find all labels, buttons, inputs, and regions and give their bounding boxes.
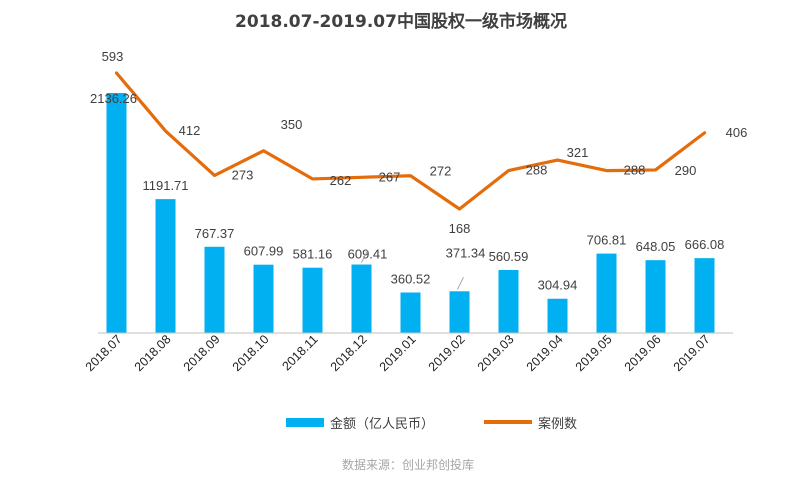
legend-bar-label: 金额（亿人民币）	[330, 416, 434, 432]
x-tick-2019.01: 2019.01	[377, 332, 419, 374]
x-tick-2018.11: 2018.11	[279, 332, 320, 373]
legend: 金额（亿人民币） 案例数	[286, 416, 577, 432]
line-label-2019.01: 272	[430, 164, 452, 179]
source-note: 数据来源：创业邦创投库	[342, 457, 474, 472]
bar-label-2019.01: 360.52	[391, 271, 431, 286]
line-label-2019.02: 168	[449, 221, 471, 236]
leader-line	[361, 250, 368, 263]
line-label-2018.12: 267	[379, 169, 401, 184]
line-label-2019.07: 406	[726, 125, 748, 140]
bar-2019.01	[400, 292, 421, 333]
x-tick-2018.07: 2018.07	[83, 332, 125, 374]
x-tick-2019.07: 2019.07	[671, 332, 713, 374]
bar-2018.09	[204, 246, 225, 333]
bar-2018.07	[106, 93, 127, 333]
x-tick-2018.09: 2018.09	[181, 332, 223, 374]
x-tick-2019.06: 2019.06	[622, 332, 664, 374]
bar-2019.06	[645, 260, 666, 333]
bar-label-2018.10: 607.99	[244, 244, 284, 259]
line-label-2018.09: 273	[232, 167, 254, 182]
bar-label-2019.04: 304.94	[538, 278, 578, 293]
bar-2018.11	[302, 267, 323, 333]
line-label-2019.04: 321	[567, 145, 589, 160]
x-tick-labels: 2018.07 2018.08 2018.09 2018.10 2018.11 2018.…	[83, 332, 713, 374]
leader-line	[457, 277, 464, 290]
x-tick-2018.12: 2018.12	[328, 332, 370, 374]
bar-2019.04	[547, 298, 568, 333]
legend-bar-swatch	[286, 418, 324, 427]
line-label-2018.07: 593	[102, 49, 124, 64]
bar-label-2019.02: 371.34	[446, 245, 486, 260]
bar-2018.12	[351, 264, 372, 333]
line-label-2019.03: 288	[526, 163, 548, 178]
line-label-2018.10: 350	[281, 117, 303, 132]
bar-label-2018.12: 609.41	[348, 247, 388, 262]
x-tick-2019.02: 2019.02	[426, 332, 468, 374]
line-label-2018.08: 412	[179, 123, 201, 138]
bar-2019.07	[694, 258, 715, 333]
bar-2019.03	[498, 270, 519, 333]
case-count-line	[114, 71, 707, 211]
x-tick-2018.08: 2018.08	[132, 332, 174, 374]
chart-title: 2018.07-2019.07中国股权一级市场概况	[235, 11, 567, 32]
bar-label-2019.06: 648.05	[636, 239, 676, 254]
bar-label-2018.07: 2136.26	[90, 91, 137, 106]
bar-2019.05	[596, 253, 617, 333]
x-tick-2019.03: 2019.03	[475, 332, 517, 374]
bar-label-2019.05: 706.81	[587, 233, 627, 248]
bar-2018.10	[253, 264, 274, 333]
x-tick-2019.05: 2019.05	[573, 332, 615, 374]
data-labels: 2136.26 1191.71 767.37 607.99 581.16 609.4136…	[90, 49, 747, 293]
bar-label-2019.03: 560.59	[489, 249, 529, 264]
x-tick-2019.04: 2019.04	[524, 332, 566, 374]
bar-label-2018.09: 767.37	[195, 226, 235, 241]
x-tick-2018.10: 2018.10	[230, 332, 272, 374]
bar-label-2018.08: 1191.71	[142, 178, 188, 193]
line-label-2019.05: 288	[624, 163, 646, 178]
line-label-2018.11: 262	[330, 173, 352, 188]
line-label-2019.06: 290	[675, 163, 697, 178]
bar-label-2019.07: 666.08	[685, 237, 725, 252]
bar-label-2018.11: 581.16	[293, 247, 333, 262]
bar-2019.02	[449, 291, 470, 333]
bar-series	[106, 93, 715, 333]
bar-2018.08	[155, 199, 176, 333]
line-series	[114, 71, 707, 211]
legend-line-label: 案例数	[538, 417, 577, 432]
